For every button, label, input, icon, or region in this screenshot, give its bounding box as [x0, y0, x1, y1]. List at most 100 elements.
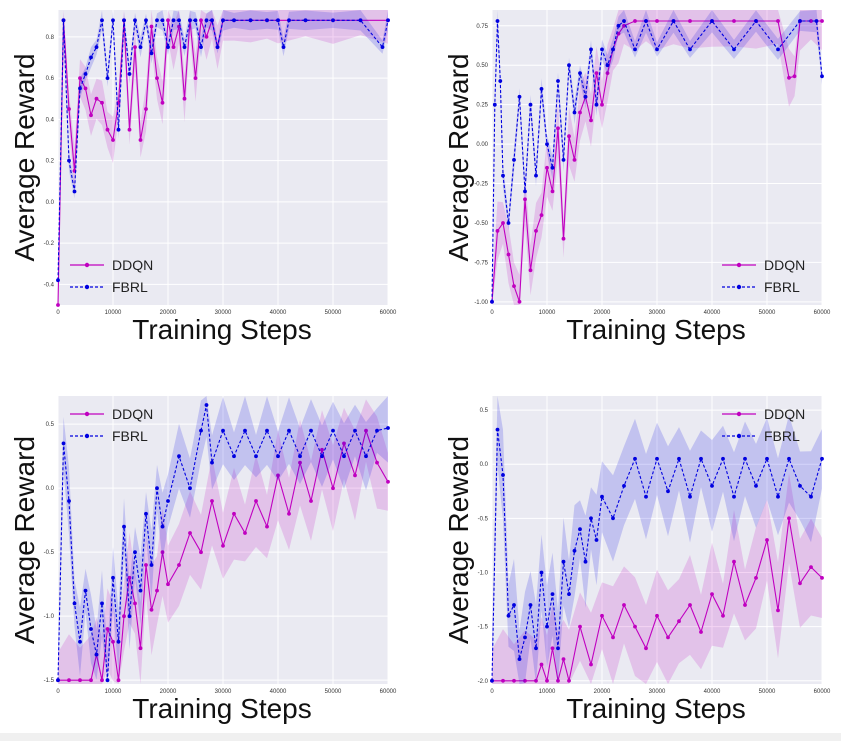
data-point-fbrl — [677, 456, 681, 461]
data-point-ddqn — [556, 678, 560, 683]
data-point-fbrl — [556, 79, 560, 83]
data-point-fbrl — [303, 18, 308, 23]
data-point-fbrl — [265, 18, 269, 23]
data-point-ddqn — [122, 614, 126, 619]
data-point-fbrl — [611, 47, 615, 52]
data-point-ddqn — [182, 96, 187, 101]
data-point-ddqn — [111, 639, 115, 644]
x-tick-label: 30000 — [215, 310, 232, 316]
data-point-fbrl — [67, 158, 71, 163]
data-point-fbrl — [331, 18, 335, 23]
data-point-fbrl — [776, 494, 780, 499]
data-point-fbrl — [710, 484, 714, 488]
x-tick-label: 40000 — [704, 310, 721, 316]
data-point-fbrl — [688, 47, 692, 52]
data-point-fbrl — [204, 18, 209, 23]
data-point-fbrl — [265, 428, 269, 433]
data-point-fbrl — [210, 460, 214, 465]
x-tick-label: 0 — [56, 310, 60, 316]
data-point-fbrl — [699, 456, 703, 461]
x-tick-label: 0 — [490, 689, 494, 695]
data-point-ddqn — [204, 34, 209, 39]
legend-label-ddqn: DDQN — [112, 257, 153, 273]
legend-label-fbrl: FBRL — [112, 279, 148, 295]
data-point-fbrl — [78, 639, 82, 644]
data-point-ddqn — [276, 473, 280, 478]
data-point-ddqn — [501, 221, 505, 225]
data-point-fbrl — [495, 19, 500, 23]
legend-marker-fbrl — [84, 284, 90, 290]
legend-label-ddqn: DDQN — [764, 406, 805, 422]
data-point-fbrl — [83, 72, 88, 76]
data-point-ddqn — [539, 213, 544, 218]
data-point-ddqn — [776, 608, 780, 613]
data-point-fbrl — [358, 18, 363, 23]
data-point-fbrl — [193, 18, 198, 23]
data-point-ddqn — [105, 127, 110, 132]
data-point-fbrl — [550, 165, 555, 170]
data-point-ddqn — [127, 575, 132, 580]
data-point-fbrl — [386, 18, 390, 23]
data-point-fbrl — [243, 428, 247, 433]
chart-4: -2.0 -1.5 -1.0 -0.5 0.0 0.5 0 10000 20000 30000 40… — [443, 396, 831, 724]
data-point-fbrl — [375, 428, 379, 433]
y-tick-label: 0.6 — [46, 76, 55, 82]
data-point-fbrl — [127, 72, 132, 76]
data-point-ddqn — [561, 657, 566, 661]
data-point-ddqn — [138, 138, 143, 142]
x-tick-label: 60000 — [380, 689, 397, 695]
data-point-ddqn — [155, 76, 159, 80]
legend-label-ddqn: DDQN — [112, 406, 153, 422]
data-point-ddqn — [655, 613, 659, 618]
data-point-ddqn — [506, 252, 511, 257]
y-tick-label: 0.25 — [476, 103, 488, 109]
data-point-ddqn — [792, 74, 797, 79]
y-tick-label: 0.2 — [46, 159, 55, 165]
data-point-ddqn — [589, 118, 593, 123]
data-point-ddqn — [155, 588, 159, 593]
y-axis-label: Average Reward — [9, 436, 40, 644]
data-point-fbrl — [331, 428, 335, 433]
data-point-fbrl — [144, 18, 148, 23]
legend-marker-fbrl — [736, 433, 742, 439]
y-axis-label: Average Reward — [443, 53, 474, 261]
y-tick-label: -0.50 — [474, 221, 488, 227]
legend-label-fbrl: FBRL — [764, 279, 800, 295]
data-point-ddqn — [100, 678, 104, 683]
series-line-ddqn — [58, 428, 389, 681]
x-tick-label: 10000 — [105, 310, 122, 316]
data-point-ddqn — [193, 76, 198, 80]
data-point-ddqn — [309, 499, 313, 503]
data-point-fbrl — [177, 18, 181, 23]
x-tick-label: 10000 — [105, 689, 122, 695]
data-point-fbrl — [539, 87, 544, 91]
y-axis-label: Average Reward — [9, 53, 40, 261]
data-point-fbrl — [166, 45, 170, 49]
data-point-fbrl — [204, 403, 209, 407]
data-point-fbrl — [798, 484, 802, 488]
y-tick-label: -0.5 — [478, 516, 489, 522]
data-point-ddqn — [567, 678, 571, 683]
data-point-fbrl — [138, 45, 143, 49]
data-point-ddqn — [177, 563, 181, 567]
data-point-ddqn — [512, 678, 516, 683]
data-point-fbrl — [534, 173, 538, 178]
data-point-fbrl — [809, 494, 813, 499]
x-tick-label: 50000 — [759, 689, 776, 695]
data-point-fbrl — [122, 18, 126, 23]
data-point-ddqn — [594, 71, 599, 75]
y-tick-label: -0.5 — [44, 550, 55, 556]
data-point-fbrl — [539, 570, 544, 575]
data-point-ddqn — [517, 299, 522, 304]
data-point-fbrl — [545, 142, 549, 147]
data-point-fbrl — [498, 79, 503, 83]
confidence-band-fbrl — [492, 10, 822, 305]
data-point-fbrl — [506, 613, 511, 618]
data-point-fbrl — [111, 18, 115, 23]
data-point-fbrl — [490, 299, 494, 304]
data-point-ddqn — [787, 75, 791, 80]
data-point-ddqn — [149, 24, 154, 29]
data-point-ddqn — [721, 613, 725, 618]
data-point-fbrl — [666, 489, 670, 494]
x-tick-label: 60000 — [814, 310, 831, 316]
